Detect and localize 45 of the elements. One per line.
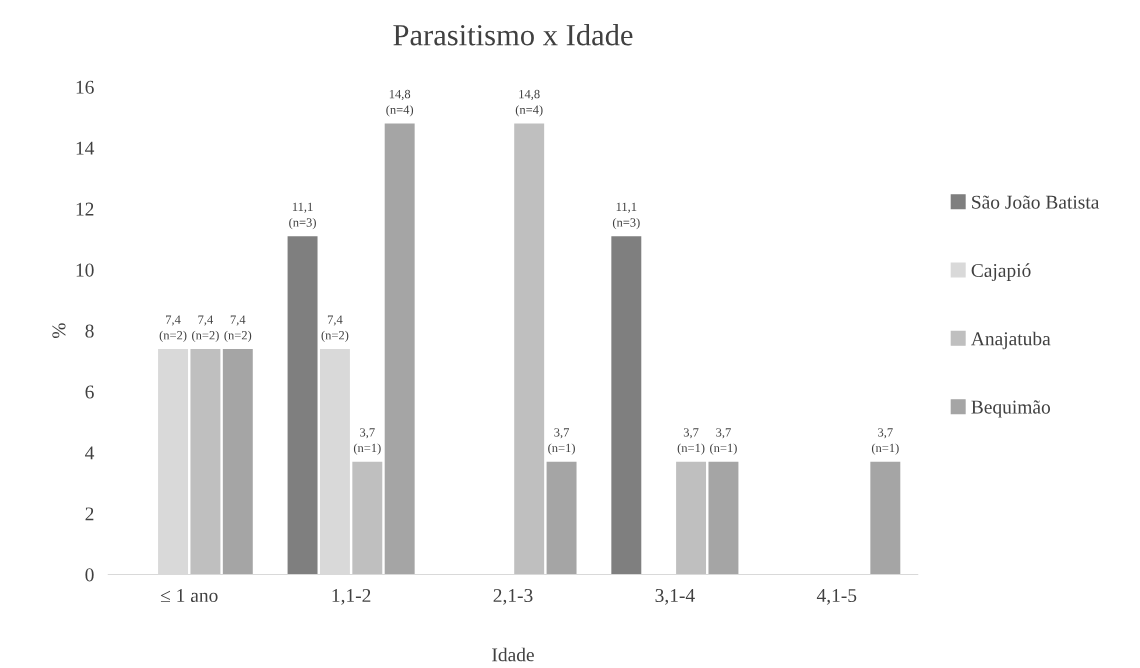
x-tick-label: 2,1-3 xyxy=(493,588,533,605)
data-label: 3,7 (n=1) xyxy=(677,428,705,455)
legend-label: Bequimão xyxy=(971,400,1051,418)
x-tick-label: 1,1-2 xyxy=(332,588,371,605)
bar xyxy=(708,461,739,575)
y-tick-label: 12 xyxy=(76,202,94,216)
data-label: 14,8 (n=4) xyxy=(515,89,543,117)
y-tick-label: 10 xyxy=(76,263,94,277)
x-tick-label: 4,1-5 xyxy=(816,589,857,605)
y-tick-label: 8 xyxy=(85,324,94,338)
x-axis-title: Idade xyxy=(492,647,534,662)
data-label: 7,4 (n=2) xyxy=(321,315,349,342)
data-label: 7,4 (n=2) xyxy=(159,315,187,342)
x-tick-label: 3,1-4 xyxy=(655,588,695,605)
bar xyxy=(870,461,901,575)
data-label: 11,1 (n=3) xyxy=(289,202,316,230)
data-label: 7,4 (n=2) xyxy=(224,315,252,342)
legend-label: Cajapió xyxy=(971,263,1031,281)
bar xyxy=(287,236,318,575)
data-label: 3,7 (n=1) xyxy=(871,428,899,455)
bar xyxy=(190,348,221,575)
bar xyxy=(384,123,415,575)
legend-label: São João Batista xyxy=(972,195,1100,209)
data-label: 14,8 (n=4) xyxy=(386,89,414,117)
y-tick-label: 4 xyxy=(85,446,95,460)
y-tick-label: 0 xyxy=(85,568,94,582)
bar xyxy=(222,348,253,575)
legend-label: Anajatuba xyxy=(971,331,1051,350)
bar xyxy=(611,236,642,575)
chart-title: Parasitismo x Idade xyxy=(393,23,633,46)
y-tick-label: 6 xyxy=(85,385,94,399)
data-label: 3,7 (n=1) xyxy=(353,428,381,455)
bar xyxy=(546,461,577,575)
y-tick-label: 16 xyxy=(76,80,94,94)
data-label: 7,4 (n=2) xyxy=(192,315,219,342)
y-tick-label: 14 xyxy=(76,141,95,155)
y-tick-label: 2 xyxy=(85,507,94,521)
bar xyxy=(676,461,707,575)
x-tick-label: ≤ 1 ano xyxy=(160,589,218,603)
bar xyxy=(352,461,383,575)
data-label: 11,1 (n=3) xyxy=(612,202,640,230)
bar xyxy=(514,123,545,575)
y-axis-title: % xyxy=(52,323,66,339)
data-label: 3,7 (n=1) xyxy=(548,428,575,455)
data-label: 3,7 (n=1) xyxy=(710,428,737,455)
